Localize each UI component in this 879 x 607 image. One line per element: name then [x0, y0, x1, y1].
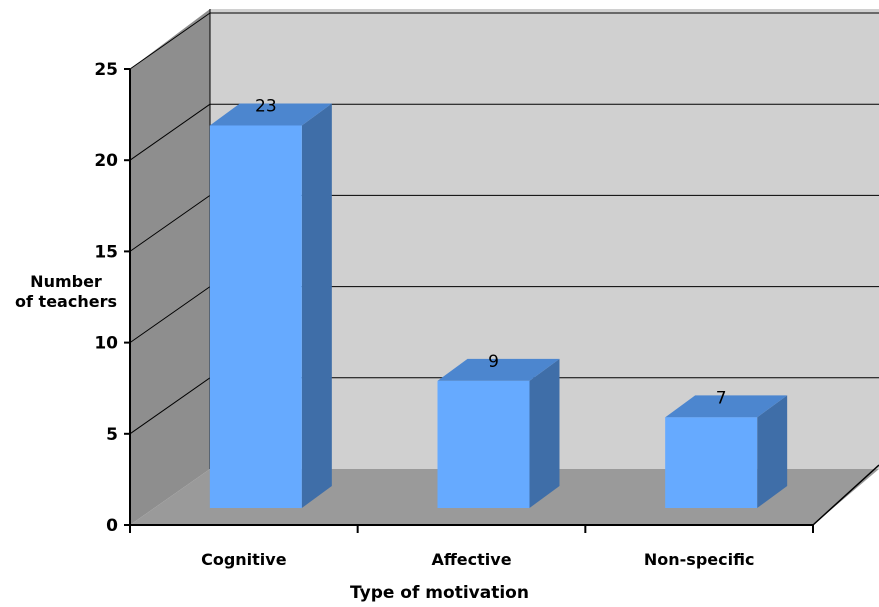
back-wall	[210, 9, 879, 469]
y-tick-label: 10	[94, 334, 118, 354]
x-axis-title: Type of motivation	[350, 583, 529, 603]
bar-top	[209, 103, 332, 126]
gridline-diagonal	[129, 12, 211, 70]
floor-edge	[812, 464, 879, 526]
data-labels: 23 9 7	[255, 96, 727, 408]
category-labels: Cognitive Affective Non-specific	[201, 550, 754, 569]
category-label: Affective	[431, 550, 511, 569]
side-wall	[130, 9, 210, 525]
gridline-diagonal	[129, 286, 211, 344]
gridline-diagonal	[129, 377, 211, 435]
bar-side	[301, 103, 332, 508]
bar	[437, 358, 560, 508]
bar	[665, 395, 788, 508]
category-label: Non-specific	[644, 550, 755, 569]
gridline-diagonal	[129, 103, 211, 161]
gridline-diagonal	[129, 194, 211, 252]
y-tick-labels: 0 5 10 15 20 25	[94, 60, 118, 536]
y-tick-label: 20	[94, 151, 118, 171]
y-tick-label: 25	[94, 60, 118, 80]
bar	[209, 103, 332, 508]
axes	[124, 68, 814, 533]
y-axis-title-line-1: Number	[30, 272, 102, 291]
bar-side	[529, 358, 560, 508]
category-label: Cognitive	[201, 550, 287, 569]
bar-front	[437, 380, 530, 508]
y-axis-title-line-2: of teachers	[15, 292, 117, 311]
bar-front	[209, 125, 302, 508]
data-label: 23	[255, 96, 277, 116]
y-axis-title: Number of teachers	[0, 272, 132, 312]
bar-top	[437, 358, 560, 381]
y-tick-label: 5	[106, 425, 118, 445]
bar-top	[665, 395, 788, 418]
bar-front	[665, 417, 758, 508]
y-tick-label: 0	[106, 516, 118, 536]
y-tick-label: 15	[94, 242, 118, 262]
bars	[209, 103, 788, 508]
bar-side	[757, 395, 788, 508]
data-label: 7	[716, 388, 727, 408]
data-label: 9	[488, 352, 499, 372]
